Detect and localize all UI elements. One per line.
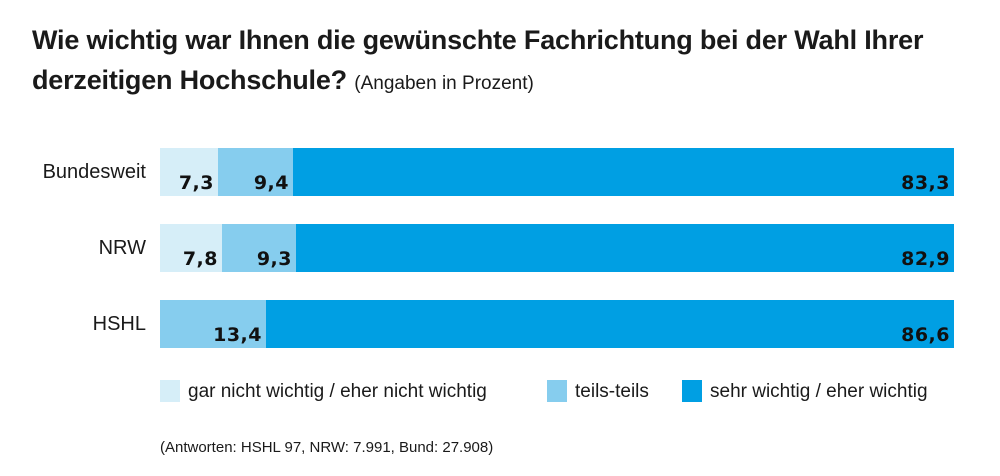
data-label: 7,8 [182, 248, 218, 270]
row-label-hshl: HSHL [92, 313, 146, 335]
bar-bundesweit: 7,3 9,4 83,3 [160, 148, 954, 196]
bar-segment: 13,4 [160, 300, 266, 348]
row-label-bundesweit: Bundesweit [42, 161, 146, 183]
legend-swatch [160, 380, 180, 402]
legend-label: gar nicht wichtig / eher nicht wichtig [188, 381, 487, 402]
bar-hshl: 13,4 86,6 [160, 300, 954, 348]
data-label: 86,6 [901, 324, 950, 346]
legend-label: sehr wichtig / eher wichtig [710, 381, 928, 402]
data-label: 13,4 [213, 324, 262, 346]
chart-subtitle: (Angaben in Prozent) [354, 73, 534, 94]
bar-nrw: 7,8 9,3 82,9 [160, 224, 954, 272]
data-label: 82,9 [901, 248, 950, 270]
chart-title-text: Wie wichtig war Ihnen die gewünschte Fac… [32, 25, 924, 95]
footnote: (Antworten: HSHL 97, NRW: 7.991, Bund: 2… [160, 439, 494, 456]
row-label-nrw: NRW [98, 237, 146, 259]
data-label: 83,3 [901, 172, 950, 194]
legend-swatch [547, 380, 567, 402]
data-label: 7,3 [178, 172, 214, 194]
bar-segment: 7,8 [160, 224, 222, 272]
legend-swatch [682, 380, 702, 402]
bar-segment: 9,3 [222, 224, 296, 272]
bar-segment: 83,3 [293, 148, 954, 196]
bar-segment: 7,3 [160, 148, 218, 196]
data-label: 9,3 [256, 248, 292, 270]
data-label: 9,4 [253, 172, 289, 194]
bar-segment: 86,6 [266, 300, 954, 348]
bar-segment: 9,4 [218, 148, 293, 196]
legend-label: teils-teils [575, 381, 649, 402]
bar-segment: 82,9 [296, 224, 954, 272]
chart-title: Wie wichtig war Ihnen die gewünschte Fac… [32, 20, 972, 104]
